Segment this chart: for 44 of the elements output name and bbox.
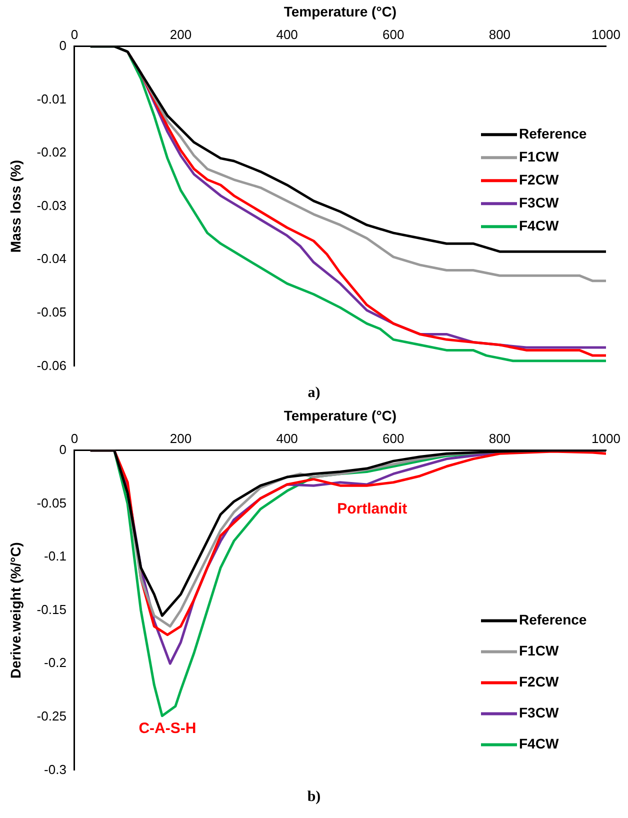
y-tick-label: 0 (59, 38, 66, 53)
x-tick-label: 0 (70, 27, 78, 42)
x-tick-label: 800 (488, 431, 511, 446)
x-tick-label: 800 (488, 27, 511, 42)
x-tick-label: 600 (382, 27, 404, 42)
legend-label: F3CW (519, 704, 560, 721)
y-tick-label: -0.02 (36, 144, 66, 160)
y-tick-label: 0 (59, 442, 66, 457)
y-tick-label: -0.04 (36, 251, 66, 266)
y-tick-label: -0.03 (36, 198, 66, 213)
x-axis-title: Temperature (°C) (284, 3, 397, 20)
y-tick-label: -0.05 (36, 304, 66, 320)
annotation: Portlandit (337, 500, 408, 518)
legend-label: F4CW (519, 218, 560, 234)
y-tick-label: -0.06 (36, 358, 66, 373)
legend-label: F2CW (519, 674, 560, 690)
legend-label: F1CW (519, 642, 560, 659)
legend-label: Reference (519, 612, 587, 628)
text: b) (306, 788, 322, 807)
text: a) (306, 384, 322, 403)
y-tick-label: -0.05 (36, 495, 66, 510)
y-tick-label: -0.3 (44, 762, 66, 777)
legend-label: Reference (519, 126, 587, 142)
y-tick-label: -0.2 (44, 655, 66, 670)
x-tick-label: 1000 (592, 27, 620, 42)
annotation: C-A-S-H (138, 720, 196, 737)
x-tick-label: 400 (276, 27, 298, 42)
y-axis-title: Derive.weight (%/°C) (7, 542, 24, 678)
legend-label: F1CW (519, 148, 560, 165)
x-tick-label: 1000 (592, 431, 620, 446)
y-axis-title: Mass loss (%) (7, 160, 24, 253)
x-tick-label: 0 (70, 431, 78, 446)
legend-label: F3CW (519, 194, 560, 211)
y-tick-label: -0.1 (44, 548, 66, 564)
legend-label: F4CW (519, 736, 560, 752)
y-tick-label: -0.01 (36, 91, 66, 106)
y-tick-label: -0.15 (36, 602, 66, 617)
x-tick-label: 200 (170, 27, 192, 42)
y-tick-label: -0.25 (36, 708, 66, 724)
x-tick-label: 400 (276, 431, 298, 446)
legend-label: F2CW (519, 172, 560, 188)
x-tick-label: 600 (382, 431, 404, 446)
x-axis-title: Temperature (°C) (284, 407, 397, 424)
x-tick-label: 200 (170, 431, 192, 446)
